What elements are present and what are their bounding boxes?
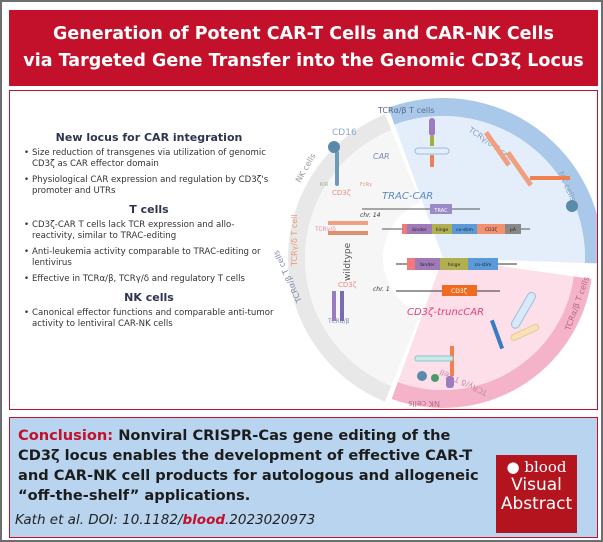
car-icon (414, 118, 578, 212)
cd3z-gene (442, 285, 477, 296)
blood-visual-abstract-logo: ● blood Visual Abstract (496, 455, 577, 533)
gene-label: TRAC (433, 208, 448, 214)
wildtype-sector (305, 130, 421, 386)
bullet: CD3ζ-CAR T cells lack TCR expression and… (24, 220, 274, 242)
car-icon (414, 291, 540, 388)
trunc-construct: binder hinge co-stim (407, 258, 498, 270)
trac-band (388, 98, 597, 264)
trunc-sector (397, 258, 574, 390)
trunc-chr-label: chr. 1 (373, 286, 390, 293)
conclusion-box: Conclusion: Nonviral CRISPR-Cas gene edi… (9, 417, 598, 538)
construct-segment-label: co-stim (475, 262, 492, 268)
marker-label: TCRα/β (327, 318, 350, 325)
logo-brand-text: blood (524, 458, 567, 476)
construct-segment-label: co-stim (456, 227, 473, 233)
construct-segment-label: binder (412, 227, 427, 233)
marker-label: CD16 (332, 128, 357, 138)
construct-segment (407, 224, 432, 234)
trac-construct: binder hinge co-stim CD3ζ pA (402, 224, 521, 234)
section-heading: NK cells (124, 291, 174, 304)
band-label: TCRα/β T cells (377, 106, 435, 115)
logo-line-1: Visual (511, 475, 562, 495)
marker-label: TCRγ/δ (314, 226, 336, 233)
citation-journal: blood (182, 512, 226, 528)
construct-segment (432, 224, 452, 234)
bullet: Canonical effector functions and compara… (24, 308, 274, 330)
locus-diagram: TCRα/β T cells TCRγ/δ T cell NK cells NK… (272, 98, 597, 408)
car-label: CAR (373, 152, 390, 161)
main-panel: New locus for CAR integration Size reduc… (9, 90, 598, 410)
construct-segment (505, 224, 521, 234)
marker-label: CD3ζ (332, 189, 351, 197)
receptor-icon (328, 141, 368, 321)
marker-label: FcRγ (360, 182, 372, 188)
title-line-1: Generation of Potent CAR-T Cells and CAR… (53, 24, 554, 44)
citation-suffix: .2023020973 (225, 512, 316, 528)
key-points: New locus for CAR integration Size reduc… (24, 131, 274, 336)
bullet: Anti-leukemia activity comparable to TRA… (24, 247, 274, 269)
construct-segment-label: hinge (436, 227, 449, 233)
trunc-band (391, 276, 592, 408)
band-label: TCRγ/δ T cell (290, 214, 299, 267)
drop-icon: ● (506, 458, 520, 476)
construct-segment (407, 258, 415, 270)
construct-segment (440, 258, 468, 270)
band-label: NK cells (408, 399, 440, 408)
wildtype-label: wildtype (343, 242, 353, 281)
construct-segment (468, 258, 498, 270)
conclusion-body: Nonviral CRISPR-Cas gene editing of the … (18, 427, 479, 504)
conclusion-text: Conclusion: Nonviral CRISPR-Cas gene edi… (18, 426, 488, 506)
trac-gene (430, 204, 452, 214)
bullet: Physiological CAR expression and regulat… (24, 175, 274, 197)
citation-prefix: Kath et al. DOI: 10.1182/ (15, 512, 183, 528)
construct-segment (452, 224, 477, 234)
construct-segment-label: pA (510, 227, 517, 233)
logo-line-2: Abstract (500, 494, 573, 514)
trunc-car-title: CD3ζ-truncCAR (407, 307, 484, 318)
trac-chr-label: chr. 14 (360, 212, 381, 219)
section-heading: T cells (129, 203, 169, 216)
conclusion-label: Conclusion: (18, 427, 114, 444)
construct-segment-label: binder (420, 262, 435, 268)
construct-segment (477, 224, 505, 234)
marker-label: KIR (320, 182, 329, 188)
marker-label: CD3ζ (338, 281, 357, 289)
wildtype-band (288, 114, 392, 402)
bullet: Size reduction of transgenes via utiliza… (24, 148, 274, 170)
title-line-2: via Targeted Gene Transfer into the Geno… (23, 51, 584, 71)
logo-brand: ● blood (496, 458, 577, 476)
citation[interactable]: Kath et al. DOI: 10.1182/blood.202302097… (15, 512, 315, 528)
construct-segment (402, 224, 407, 234)
title-banner: Generation of Potent CAR-T Cells and CAR… (9, 10, 598, 86)
section-heading: New locus for CAR integration (55, 131, 243, 144)
construct-segment-label: CD3ζ (485, 227, 497, 233)
gene-label: CD3ζ (451, 288, 467, 295)
construct-segment (415, 258, 440, 270)
construct-segment-label: hinge (448, 262, 461, 268)
bullet: Effective in TCRα/β, TCRγ/δ and regulato… (24, 274, 274, 285)
trac-car-title: TRAC-CAR (382, 191, 433, 202)
